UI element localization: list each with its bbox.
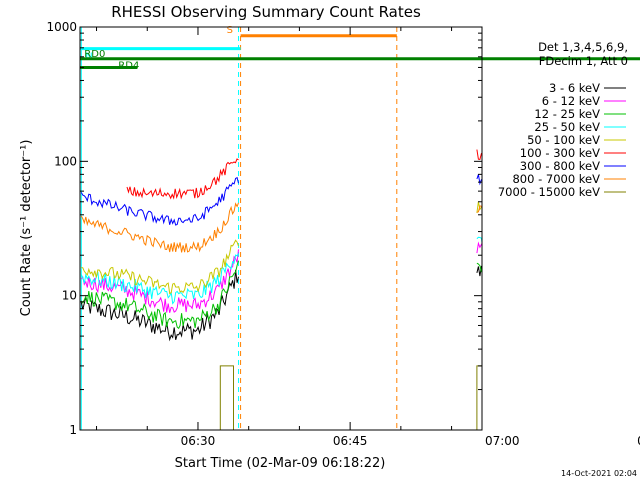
y-axis-label: Count Rate (s⁻¹ detector⁻¹) <box>19 140 34 317</box>
legend-header-1: FDecim 1, Att 0 <box>539 54 628 68</box>
series-5-segment-0 <box>126 158 239 200</box>
series-3-segment-0 <box>80 253 239 305</box>
series-8-segment-1 <box>476 365 482 430</box>
x-axis-label: Start Time (02-Mar-09 06:18:22) <box>175 456 386 471</box>
y-tick-label-3: 1000 <box>46 20 77 34</box>
y-tick-label-2: 100 <box>54 154 77 168</box>
x-tick-label-3: 07:15 <box>637 434 640 448</box>
state-bar-label-0: S <box>227 25 233 36</box>
legend-label-3: 25 - 50 keV <box>534 120 600 134</box>
series-0-segment-1 <box>476 265 482 277</box>
state-bar-label-4: RD4 <box>118 60 139 71</box>
series-6-segment-0 <box>80 176 239 226</box>
y-tick-label-1: 10 <box>62 289 77 303</box>
x-tick-label-0: 06:30 <box>181 434 216 448</box>
series-4-segment-0 <box>81 239 239 295</box>
series-3-segment-1 <box>476 236 482 247</box>
plot-clip-group <box>80 27 482 430</box>
series-7-segment-1 <box>476 205 482 213</box>
legend-label-4: 50 - 100 keV <box>527 133 600 147</box>
plot-frame <box>79 26 483 431</box>
x-tick-label-2: 07:00 <box>485 434 520 448</box>
series-2-segment-0 <box>80 260 239 330</box>
state-bar-label-3: RD0 <box>84 49 105 60</box>
series-1-segment-0 <box>80 249 239 313</box>
legend-label-6: 300 - 800 keV <box>520 159 600 173</box>
x-tick-label-1: 06:45 <box>333 434 368 448</box>
legend-label-7: 800 - 7000 keV <box>512 172 600 186</box>
legend-label-1: 6 - 12 keV <box>542 94 600 108</box>
legend-label-0: 3 - 6 keV <box>549 81 600 95</box>
chart-title: RHESSI Observing Summary Count Rates <box>111 3 421 21</box>
legend: Det 1,3,4,5,6,9,FDecim 1, Att 0 3 - 6 keV… <box>498 40 628 199</box>
series-7-segment-0 <box>80 202 239 253</box>
legend-header-0: Det 1,3,4,5,6,9, <box>538 40 628 54</box>
series-4-segment-1 <box>476 201 482 214</box>
legend-label-5: 100 - 300 keV <box>520 146 600 160</box>
series-1-segment-1 <box>476 241 482 254</box>
series-0-segment-0 <box>80 269 239 342</box>
legend-label-8: 7000 - 15000 keV <box>498 185 600 199</box>
y-tick-label-0: 1 <box>69 423 77 437</box>
series-8-segment-0 <box>219 365 234 430</box>
series-2-segment-1 <box>476 262 482 273</box>
legend-label-2: 12 - 25 keV <box>534 107 600 121</box>
state-bar-label-1: N <box>85 52 92 63</box>
footer-timestamp: 14-Oct-2021 02:04 <box>561 469 637 478</box>
